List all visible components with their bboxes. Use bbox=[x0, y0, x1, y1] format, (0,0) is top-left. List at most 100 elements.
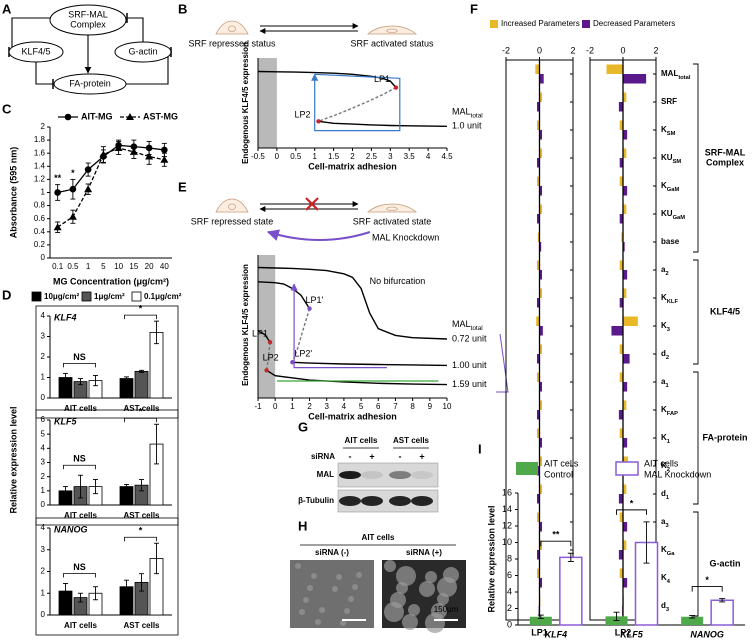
x-tick-label: 1 bbox=[290, 402, 295, 411]
bar bbox=[623, 316, 638, 326]
y-axis-title: Absorbance (595 nm) bbox=[8, 147, 18, 239]
bar bbox=[539, 148, 543, 158]
x-tick-label: 0 bbox=[537, 45, 542, 55]
bar bbox=[619, 428, 623, 438]
group-label: AST cells bbox=[393, 436, 430, 445]
bar bbox=[536, 512, 540, 522]
y-tick-label: 0 bbox=[41, 610, 46, 619]
panel-label: F bbox=[470, 1, 478, 16]
y-axis-title: Endogenous KLF4/5 expression bbox=[241, 42, 250, 164]
significance-label: ** bbox=[54, 173, 62, 183]
legend-label: 0.1μg/cm² bbox=[144, 292, 182, 301]
x-tick-label: KLF4 bbox=[545, 629, 568, 639]
cell-texture bbox=[390, 592, 406, 608]
cell-icon bbox=[366, 25, 418, 35]
x-tick-label: 3 bbox=[325, 402, 330, 411]
bar bbox=[536, 466, 540, 476]
comparison-bracket bbox=[63, 573, 96, 578]
cell-texture bbox=[303, 597, 309, 603]
panel-label: D bbox=[2, 287, 11, 302]
node-label: FA-protein bbox=[69, 78, 111, 88]
y-tick-label: 4 bbox=[41, 523, 46, 532]
bar bbox=[536, 550, 540, 560]
x-tick-label: 5 bbox=[101, 262, 106, 271]
marker bbox=[69, 185, 77, 193]
x-tick-label: 8 bbox=[410, 402, 415, 411]
main-text: d bbox=[661, 349, 666, 358]
marker bbox=[53, 223, 62, 231]
cell-texture bbox=[319, 607, 325, 613]
block-mark bbox=[305, 197, 319, 211]
bar bbox=[535, 64, 540, 74]
cell-texture bbox=[431, 603, 447, 619]
bar bbox=[623, 400, 627, 410]
curve bbox=[318, 86, 397, 122]
edge bbox=[35, 62, 53, 85]
group-bracket bbox=[693, 63, 699, 253]
bar bbox=[623, 484, 627, 494]
limit-point bbox=[393, 85, 399, 90]
y-tick-label: 3 bbox=[41, 332, 46, 341]
cell-texture bbox=[356, 572, 362, 578]
bar bbox=[623, 92, 627, 102]
subscript: 3 bbox=[665, 523, 668, 529]
y-tick-label: 2 bbox=[507, 603, 512, 613]
y-tick-label: 0 bbox=[507, 619, 512, 629]
limit-point bbox=[267, 339, 273, 345]
x-tick-label: 20 bbox=[145, 262, 154, 271]
blot-band bbox=[411, 496, 433, 506]
group-bracket bbox=[693, 511, 699, 617]
x-axis-title: MG Concentration (μg/cm²) bbox=[53, 276, 169, 286]
x-tick-label: KLF5 bbox=[620, 629, 643, 639]
curve bbox=[266, 369, 448, 386]
category-label: KGaM bbox=[661, 181, 679, 192]
cell-texture bbox=[307, 585, 313, 591]
bar bbox=[539, 130, 543, 140]
bar bbox=[537, 232, 540, 242]
group-label: G-actin bbox=[709, 558, 740, 568]
marker bbox=[99, 150, 108, 158]
legend-swatch bbox=[582, 20, 590, 28]
x-tick-label: 7 bbox=[393, 402, 398, 411]
bar bbox=[623, 270, 628, 280]
category-label: K1 bbox=[661, 433, 671, 444]
x-tick-label: 0 bbox=[275, 152, 280, 161]
x-tick-label: AST cells bbox=[123, 511, 160, 520]
category-label: a3 bbox=[661, 517, 669, 528]
main-text: K bbox=[661, 321, 667, 330]
legend-label: AIT-MG bbox=[81, 111, 113, 121]
parameter-label: 1.59 unit bbox=[452, 379, 487, 389]
category-label: KSM bbox=[661, 125, 676, 136]
bar bbox=[618, 494, 623, 504]
nucleus-icon bbox=[386, 28, 398, 33]
x-tick-label: AIT cells bbox=[64, 621, 97, 630]
bar bbox=[618, 102, 623, 112]
limit-point bbox=[307, 306, 312, 311]
y-tick-label: 6 bbox=[507, 570, 512, 580]
node-label: SRF-MAL bbox=[68, 9, 108, 19]
marker bbox=[145, 152, 154, 160]
legend-swatch bbox=[31, 291, 42, 302]
legend-swatch bbox=[516, 462, 538, 475]
bar bbox=[619, 260, 623, 270]
x-tick-label: 2 bbox=[307, 402, 312, 411]
bar bbox=[539, 270, 543, 280]
x-tick-label: AST cells bbox=[123, 621, 160, 630]
comparison-bracket bbox=[540, 540, 572, 547]
subscript: 4 bbox=[667, 579, 671, 585]
lane-label: + bbox=[419, 451, 424, 461]
node bbox=[53, 73, 127, 95]
subscript: 3 bbox=[666, 607, 669, 613]
facet-title: KLF5 bbox=[54, 416, 77, 426]
significance-label: * bbox=[71, 168, 75, 178]
bar bbox=[539, 484, 543, 494]
y-tick-label: 0.2 bbox=[34, 240, 46, 249]
knockdown-arrow bbox=[266, 229, 371, 241]
curve bbox=[257, 330, 271, 343]
facet-title: KLF4 bbox=[54, 312, 77, 322]
legend-label: 1μg/cm² bbox=[94, 292, 125, 301]
bracket-wedge bbox=[496, 333, 509, 393]
parameter-title: MALtotal bbox=[452, 107, 483, 120]
bar bbox=[618, 410, 623, 420]
scale-label: 150μm bbox=[434, 605, 459, 614]
